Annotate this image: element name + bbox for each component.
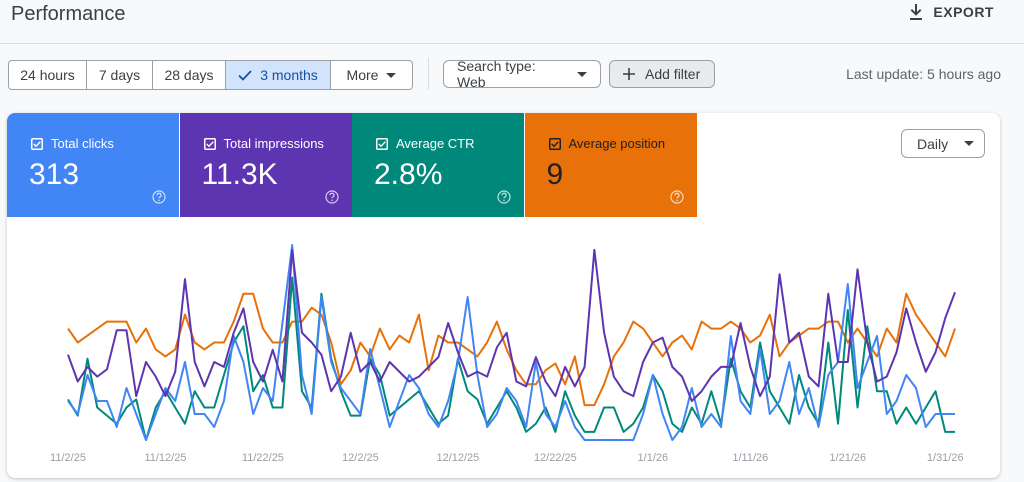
x-tick-label: 12/2/25 bbox=[342, 452, 379, 464]
x-tick-label: 1/11/26 bbox=[732, 452, 768, 464]
x-tick-label: 1/21/26 bbox=[829, 452, 866, 464]
series-line bbox=[68, 245, 955, 440]
x-tick-label: 11/12/25 bbox=[144, 452, 186, 464]
x-tick-label: 12/22/25 bbox=[534, 452, 577, 464]
x-tick-label: 12/12/25 bbox=[436, 452, 479, 464]
x-tick-label: 11/2/25 bbox=[50, 452, 86, 464]
x-tick-label: 1/1/26 bbox=[638, 452, 669, 464]
x-tick-label: 11/22/25 bbox=[242, 452, 284, 464]
x-tick-label: 1/31/26 bbox=[927, 452, 964, 464]
